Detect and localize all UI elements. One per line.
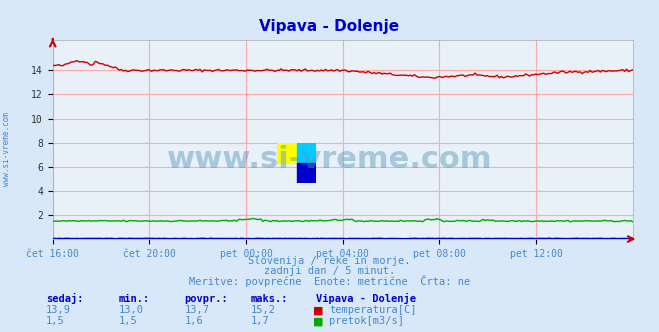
Text: Slovenija / reke in morje.: Slovenija / reke in morje. [248,256,411,266]
Text: povpr.:: povpr.: [185,294,228,304]
Text: www.si-vreme.com: www.si-vreme.com [2,113,11,186]
Text: 1,6: 1,6 [185,316,203,326]
Bar [277,143,297,163]
Text: sedaj:: sedaj: [46,293,84,304]
Text: 1,5: 1,5 [119,316,137,326]
Text: 1,5: 1,5 [46,316,65,326]
Text: pretok[m3/s]: pretok[m3/s] [330,316,405,326]
Text: www.si-vreme.com: www.si-vreme.com [167,145,492,174]
Text: min.:: min.: [119,294,150,304]
Text: ■: ■ [313,305,324,315]
Text: 1,7: 1,7 [250,316,269,326]
Bar [297,163,316,183]
Text: 13,7: 13,7 [185,305,210,315]
Text: ■: ■ [313,316,324,326]
Text: temperatura[C]: temperatura[C] [330,305,417,315]
Text: Vipava - Dolenje: Vipava - Dolenje [316,293,416,304]
Bar [297,143,316,163]
Text: Vipava - Dolenje: Vipava - Dolenje [260,19,399,34]
Text: maks.:: maks.: [250,294,288,304]
Text: Meritve: povprečne  Enote: metrične  Črta: ne: Meritve: povprečne Enote: metrične Črta:… [189,275,470,287]
Text: 13,9: 13,9 [46,305,71,315]
Text: 13,0: 13,0 [119,305,144,315]
Text: zadnji dan / 5 minut.: zadnji dan / 5 minut. [264,266,395,276]
Text: 15,2: 15,2 [250,305,275,315]
